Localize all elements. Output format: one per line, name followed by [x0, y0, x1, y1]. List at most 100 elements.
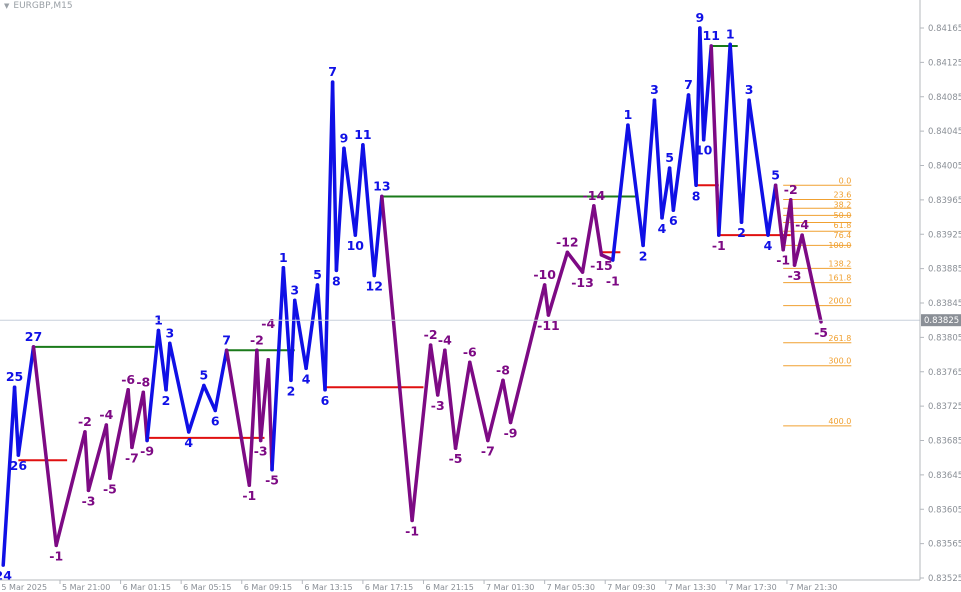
price-tick-label: 0.83645 — [928, 471, 961, 481]
wave-label: -3 — [254, 444, 268, 459]
zigzag-segment — [202, 383, 217, 413]
current-price-badge — [921, 314, 961, 327]
fib-level-label: 76.4 — [834, 231, 852, 240]
zigzag-segment — [468, 360, 490, 443]
wave-label: 2 — [639, 248, 648, 263]
wave-label: 27 — [25, 329, 42, 344]
wave-label: 9 — [696, 10, 705, 25]
zigzag-segment — [130, 390, 146, 450]
wave-label: -5 — [814, 325, 828, 340]
fib-level-label: 50.0 — [834, 211, 852, 220]
wave-label: -5 — [449, 451, 463, 466]
zigzag-segment — [486, 378, 505, 443]
time-tick-label: 7 Mar 05:30 — [547, 583, 595, 592]
wave-label: -13 — [571, 275, 594, 290]
wave-label: 10 — [695, 143, 713, 158]
price-tick-label: 0.84085 — [928, 93, 961, 103]
fib-level-label: 61.8 — [834, 221, 852, 230]
wave-label: -3 — [82, 493, 96, 508]
wave-label: 5 — [771, 167, 780, 182]
wave-label: 12 — [366, 279, 383, 294]
wave-label: 6 — [211, 413, 220, 428]
wave-label: -2 — [784, 182, 798, 197]
zigzag-segment — [255, 348, 263, 443]
zigzag-segment — [86, 423, 109, 493]
price-tick-label: 0.83805 — [928, 333, 961, 343]
wave-label: -4 — [438, 332, 452, 347]
time-tick-label: 7 Mar 09:30 — [607, 583, 655, 592]
wave-label: -1 — [49, 548, 63, 563]
fib-level-label: 400.0 — [828, 417, 851, 426]
zigzag-segment — [289, 298, 297, 383]
wave-label: 4 — [184, 435, 193, 450]
zigzag-segment — [641, 98, 657, 248]
zigzag-segment — [410, 343, 433, 523]
zigzag-segment — [304, 283, 320, 371]
wave-label: -2 — [78, 414, 92, 429]
time-tick-label: 6 Mar 09:15 — [244, 583, 292, 592]
time-tick-label: 6 Mar 21:15 — [425, 583, 473, 592]
fib-level-label: 200.0 — [828, 297, 851, 306]
wave-label: 1 — [624, 107, 633, 122]
zigzag-segment — [660, 166, 672, 220]
wave-label: 4 — [764, 238, 773, 253]
level-lines — [18, 45, 791, 462]
wave-label: 5 — [313, 267, 322, 282]
chart-title[interactable]: ▼ EURGBP,M15 — [4, 1, 73, 11]
wave-label: -9 — [504, 425, 518, 440]
price-tick-label: 0.84045 — [928, 127, 961, 137]
zigzag-segment — [611, 123, 630, 262]
wave-label: 3 — [745, 82, 754, 97]
fib-level-label: 23.6 — [834, 190, 852, 199]
price-tick-label: 0.83925 — [928, 230, 961, 240]
fib-level-label: 138.2 — [828, 259, 851, 268]
zigzag-segment — [247, 348, 259, 487]
zigzag-segment — [717, 42, 732, 237]
zigzag-segment — [701, 44, 713, 142]
zigzag-segment — [353, 143, 365, 237]
fib-level-label: 300.0 — [828, 357, 851, 366]
zigzag-segment — [728, 42, 744, 224]
wave-label: -10 — [533, 267, 556, 282]
zigzag-segment — [380, 194, 414, 523]
zigzag-segment — [126, 388, 134, 450]
time-tick-label: 7 Mar 21:30 — [789, 583, 837, 592]
zigzag-segment — [508, 283, 547, 425]
zigzag-segment — [292, 298, 308, 371]
fib-level-label: 261.8 — [828, 334, 851, 343]
zigzag-segment — [342, 146, 358, 237]
wave-label: 11 — [354, 127, 371, 142]
zigzag-segment — [652, 98, 664, 220]
price-tick-label: 0.84125 — [928, 58, 961, 68]
wave-label: -4 — [795, 217, 809, 232]
wave-label: -12 — [556, 234, 579, 249]
zigzag-segment — [83, 430, 91, 493]
wave-label: 13 — [373, 178, 390, 193]
wave-label: -8 — [136, 374, 150, 389]
zigzag-segment — [224, 348, 252, 487]
wave-label: -7 — [481, 444, 495, 459]
time-tick-label: 6 Mar 13:15 — [304, 583, 352, 592]
zigzag-segment — [12, 385, 21, 457]
zigzag-segment — [104, 423, 112, 481]
fib-level-label: 100.0 — [828, 241, 851, 250]
wave-label: 2 — [287, 383, 296, 398]
wave-label: 26 — [10, 458, 28, 473]
time-tick-label: 5 Mar 21:00 — [62, 583, 110, 592]
zigzag-segment — [108, 388, 130, 481]
zigzag-segment — [168, 341, 191, 434]
triangle-down-icon[interactable]: ▼ — [4, 2, 10, 10]
zigzag-segment — [361, 143, 377, 278]
zigzag-segment — [281, 266, 293, 383]
wave-label: -11 — [537, 318, 560, 333]
zigzag-segment — [428, 343, 440, 397]
price-tick-label: 0.83565 — [928, 540, 961, 550]
zigzag-segment — [1, 385, 17, 567]
zigzag-segment — [546, 250, 570, 317]
wave-label: 7 — [684, 77, 693, 92]
wave-label: 7 — [328, 64, 337, 79]
wave-label: -4 — [261, 316, 275, 331]
zigzag-segment — [709, 44, 721, 237]
